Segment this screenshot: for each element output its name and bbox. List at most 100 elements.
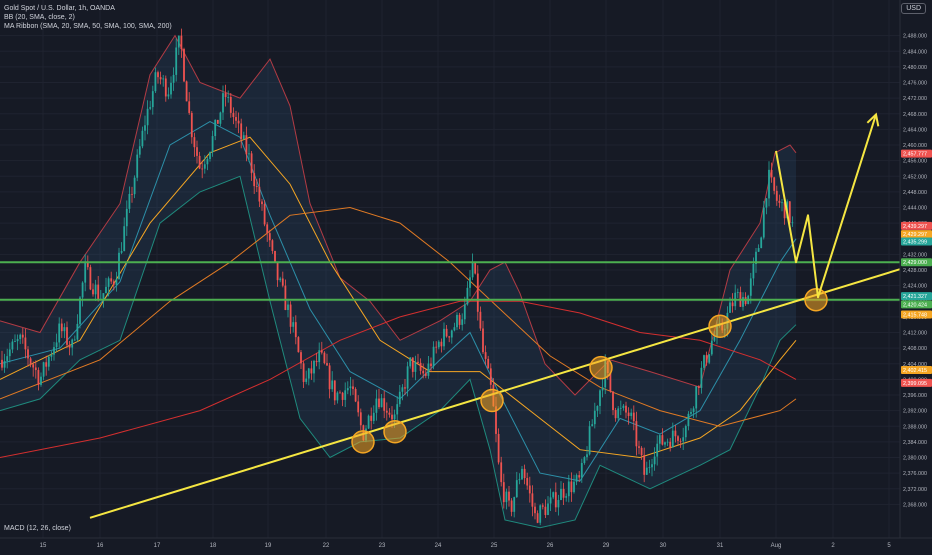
candle-body bbox=[534, 506, 536, 514]
candle-body bbox=[541, 505, 544, 507]
currency-button[interactable]: USD bbox=[901, 3, 926, 14]
macd-label[interactable]: MACD (12, 26, close) bbox=[4, 525, 71, 532]
candle-body bbox=[523, 468, 526, 479]
candle-body bbox=[396, 404, 399, 415]
candle-body bbox=[406, 366, 409, 389]
candle-body bbox=[16, 339, 19, 342]
legend-title[interactable]: Gold Spot / U.S. Dollar, 1h, OANDA bbox=[4, 5, 115, 12]
candle-body bbox=[102, 293, 105, 299]
candle-body bbox=[378, 398, 380, 408]
candle-body bbox=[526, 478, 529, 486]
price-tag bbox=[901, 292, 932, 301]
candle-body bbox=[765, 198, 768, 208]
candle-body bbox=[773, 177, 776, 191]
candle-body bbox=[14, 341, 16, 342]
candle-body bbox=[235, 117, 237, 121]
candle-body bbox=[354, 388, 357, 402]
candle-body bbox=[1, 359, 3, 368]
price-tag bbox=[901, 149, 932, 158]
candle-body bbox=[292, 322, 295, 327]
candle-body bbox=[635, 421, 638, 447]
candle-body bbox=[703, 355, 705, 368]
candle-body bbox=[245, 135, 248, 155]
candle-body bbox=[112, 281, 115, 285]
time-axis[interactable]: 15 16 17 18 19 22 23 24 25 26 29 30 31 Aug 2 5 bbox=[0, 537, 932, 550]
y-tick-label: 2,376.000 bbox=[903, 471, 927, 477]
candle-body bbox=[323, 352, 326, 364]
candle-body bbox=[755, 251, 757, 264]
candle-body bbox=[783, 202, 786, 219]
candle-body bbox=[53, 347, 55, 355]
candle-body bbox=[21, 334, 24, 338]
candle-body bbox=[164, 78, 167, 97]
candle-body bbox=[508, 491, 510, 501]
x-tick-label: Aug bbox=[771, 543, 782, 549]
candle-body bbox=[315, 360, 318, 363]
candle-body bbox=[422, 370, 425, 374]
legend-ma[interactable]: MA Ribbon (SMA, 20, SMA, 50, SMA, 100, S… bbox=[4, 23, 172, 30]
candle-body bbox=[502, 482, 505, 503]
candle-body bbox=[562, 488, 565, 498]
price-tag-label: 2,420.424 bbox=[903, 302, 927, 308]
candle-body bbox=[697, 386, 700, 388]
candle-body bbox=[250, 153, 253, 174]
y-tick-label: 2,480.000 bbox=[903, 65, 927, 71]
candle-body bbox=[762, 207, 765, 238]
y-tick-label: 2,412.000 bbox=[903, 331, 927, 337]
candle-body bbox=[40, 376, 42, 385]
y-tick-label: 2,476.000 bbox=[903, 81, 927, 87]
x-tick-label: 22 bbox=[323, 543, 330, 549]
y-tick-label: 2,408.000 bbox=[903, 346, 927, 352]
candle-body bbox=[591, 424, 594, 427]
candle-body bbox=[521, 468, 523, 480]
candle-body bbox=[596, 405, 599, 411]
price-tag-label: 2,399.095 bbox=[903, 381, 927, 387]
candle-body bbox=[437, 341, 440, 348]
candle-body bbox=[484, 352, 487, 359]
candle-body bbox=[294, 322, 297, 338]
candle-body bbox=[458, 314, 461, 325]
candle-body bbox=[287, 304, 289, 310]
candle-body bbox=[424, 373, 427, 376]
candle-body bbox=[47, 356, 50, 367]
candle-body bbox=[505, 491, 508, 503]
candle-body bbox=[318, 350, 321, 363]
highlight-circle-5 bbox=[708, 314, 732, 338]
y-tick-label: 2,460.000 bbox=[903, 143, 927, 149]
candle-body bbox=[310, 368, 313, 374]
price-tag-label: 2,429.297 bbox=[903, 232, 927, 238]
candle-body bbox=[640, 447, 643, 456]
price-tag-label: 2,457.777 bbox=[903, 152, 927, 158]
candle-body bbox=[404, 387, 406, 389]
candle-body bbox=[297, 337, 300, 353]
candle-body bbox=[133, 177, 136, 195]
candle-body bbox=[580, 463, 583, 478]
candle-body bbox=[430, 363, 432, 367]
candle-body bbox=[302, 363, 305, 382]
candle-body bbox=[63, 327, 66, 332]
x-tick-label: 18 bbox=[210, 543, 217, 549]
x-tick-label: 5 bbox=[887, 543, 891, 549]
candle-body bbox=[27, 349, 29, 359]
legend-bb[interactable]: BB (20, SMA, close, 2) bbox=[4, 14, 75, 21]
candle-body bbox=[107, 278, 110, 287]
candle-body bbox=[307, 368, 310, 379]
candle-body bbox=[232, 112, 235, 118]
candle-body bbox=[115, 279, 118, 285]
price-tag-label: 2,421.327 bbox=[903, 294, 927, 300]
candle-body bbox=[705, 355, 708, 363]
candle-body bbox=[708, 354, 711, 363]
price-axis[interactable]: 2,488.000 2,484.000 2,480.000 2,476.000 2,47… bbox=[899, 0, 932, 550]
x-tick-label: 23 bbox=[379, 543, 386, 549]
y-tick-label: 2,404.000 bbox=[903, 362, 927, 368]
candle-body bbox=[630, 412, 633, 416]
candle-body bbox=[622, 405, 625, 408]
y-tick-label: 2,468.000 bbox=[903, 112, 927, 118]
candle-body bbox=[710, 340, 713, 355]
price-tag bbox=[901, 221, 932, 230]
y-tick-label: 2,388.000 bbox=[903, 424, 927, 430]
candle-body bbox=[625, 405, 627, 413]
candle-body bbox=[528, 485, 531, 494]
